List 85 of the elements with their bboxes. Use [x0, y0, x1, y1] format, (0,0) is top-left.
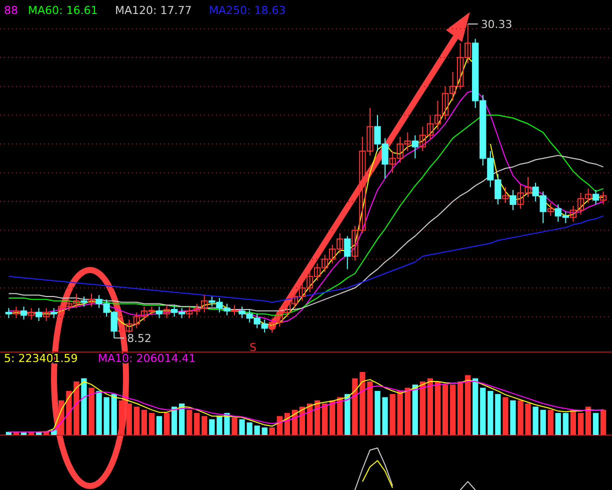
candlestick [80, 296, 88, 308]
bar [148, 412, 155, 435]
bar [404, 388, 410, 435]
bar [171, 406, 178, 435]
bar [299, 406, 306, 435]
bar [570, 410, 576, 435]
bar [111, 394, 117, 435]
bar [600, 410, 606, 435]
text: 88 [4, 4, 18, 17]
bar [330, 400, 336, 435]
bar [118, 400, 124, 435]
bar [178, 404, 185, 435]
bar [164, 412, 170, 435]
bar [532, 406, 538, 435]
bar [450, 384, 456, 435]
bar [442, 384, 448, 435]
bar [464, 375, 471, 435]
bar [194, 412, 200, 435]
bar [141, 410, 148, 435]
candlestick [43, 308, 50, 322]
bar [156, 416, 162, 435]
bar [562, 412, 568, 435]
bar [337, 397, 343, 435]
text: S [250, 341, 257, 354]
bar [510, 400, 516, 435]
bar [420, 381, 426, 435]
bar [254, 426, 260, 435]
candlestick [35, 308, 42, 322]
bar [390, 394, 396, 435]
bar [186, 410, 192, 435]
bar [578, 412, 584, 435]
bar [480, 388, 486, 435]
bar [306, 404, 313, 435]
candlestick [12, 306, 20, 319]
bar [269, 427, 275, 435]
candlestick [156, 306, 163, 319]
bar [232, 417, 238, 435]
candlestick [502, 186, 509, 204]
bar [495, 394, 501, 435]
candlestick [344, 236, 351, 270]
candlestick [600, 190, 607, 205]
bar [88, 388, 94, 435]
bar [412, 384, 418, 435]
bar [322, 404, 328, 435]
candlestick [412, 134, 418, 159]
bar [540, 410, 546, 435]
bar [352, 378, 358, 435]
candlestick [5, 308, 12, 319]
bar [81, 378, 87, 435]
annotation: 30.33 [480, 18, 512, 31]
bar [592, 412, 599, 435]
bar [548, 410, 554, 435]
bar [74, 381, 80, 435]
text: MA60: 16.61 [28, 4, 98, 17]
bar [262, 427, 268, 435]
bar [472, 378, 478, 435]
candlestick [231, 304, 238, 316]
bar [314, 400, 320, 435]
bar [202, 416, 208, 435]
candlestick [547, 202, 554, 216]
bar [126, 404, 132, 435]
candlestick [50, 308, 58, 319]
candlestick [88, 293, 95, 308]
bar [397, 390, 403, 435]
candlestick [510, 190, 516, 211]
candlestick [28, 308, 35, 320]
bar [457, 381, 464, 435]
bar [344, 394, 350, 435]
candlestick [592, 190, 600, 205]
bar [276, 416, 282, 435]
bar [20, 432, 27, 435]
annotation: 8.52 [127, 332, 152, 345]
candlestick [163, 304, 170, 319]
text: MA120: 17.77 [115, 4, 192, 17]
bar [555, 412, 561, 435]
candlestick [20, 306, 28, 320]
bar [585, 406, 592, 435]
bar [209, 419, 215, 435]
bar [434, 381, 441, 435]
bar [134, 406, 140, 435]
text: MA250: 18.63 [209, 4, 286, 17]
bar [427, 378, 434, 435]
bar [488, 390, 494, 435]
bar [502, 397, 508, 435]
bar [66, 390, 72, 435]
